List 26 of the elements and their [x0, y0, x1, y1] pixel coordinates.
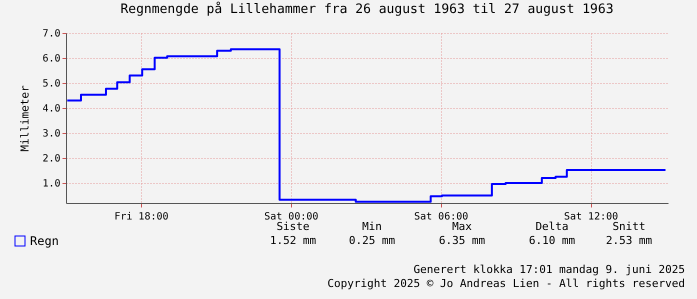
legend-label: Regn	[30, 234, 59, 248]
text: Siste	[276, 220, 310, 233]
y-tick-label: 4.0	[42, 104, 60, 114]
y-tick-label: 3.0	[42, 128, 60, 140]
x-tick-label: Sat 06:00	[414, 212, 468, 222]
y-tick-label: 6.0	[42, 54, 60, 64]
y-axis-title: Millimeter	[18, 85, 32, 152]
text: Copyright 2025 © Jo Andreas Lien - All rights reserved	[327, 277, 685, 290]
text: 6.10 mm	[528, 234, 576, 247]
text: Snitt	[612, 220, 646, 233]
text: Generert klokka 17:01 mandag 9. juni 2025	[413, 263, 685, 276]
x-tick-label: Sat 12:00	[564, 212, 618, 222]
chart-title: Regnmengde på Lillehammer fra 26 august 1963 til 27 august 1963	[120, 1, 614, 17]
x-tick-label: Fri 18:00	[114, 212, 169, 222]
text: Min	[362, 220, 382, 233]
x-tick-label: Sat 00:00	[264, 212, 318, 222]
text: Max	[452, 220, 472, 233]
text: Delta	[535, 220, 569, 233]
y-tick-label: 5.0	[42, 78, 60, 90]
text: 6.35 mm	[438, 234, 486, 247]
text: 1.52 mm	[270, 234, 316, 247]
text: 0.25 mm	[348, 234, 396, 247]
y-tick-label: 1.0	[42, 178, 60, 190]
y-tick-label: 7.0	[42, 28, 60, 40]
y-tick-label: 2.0	[42, 154, 60, 164]
text: 2.53 mm	[606, 234, 652, 247]
